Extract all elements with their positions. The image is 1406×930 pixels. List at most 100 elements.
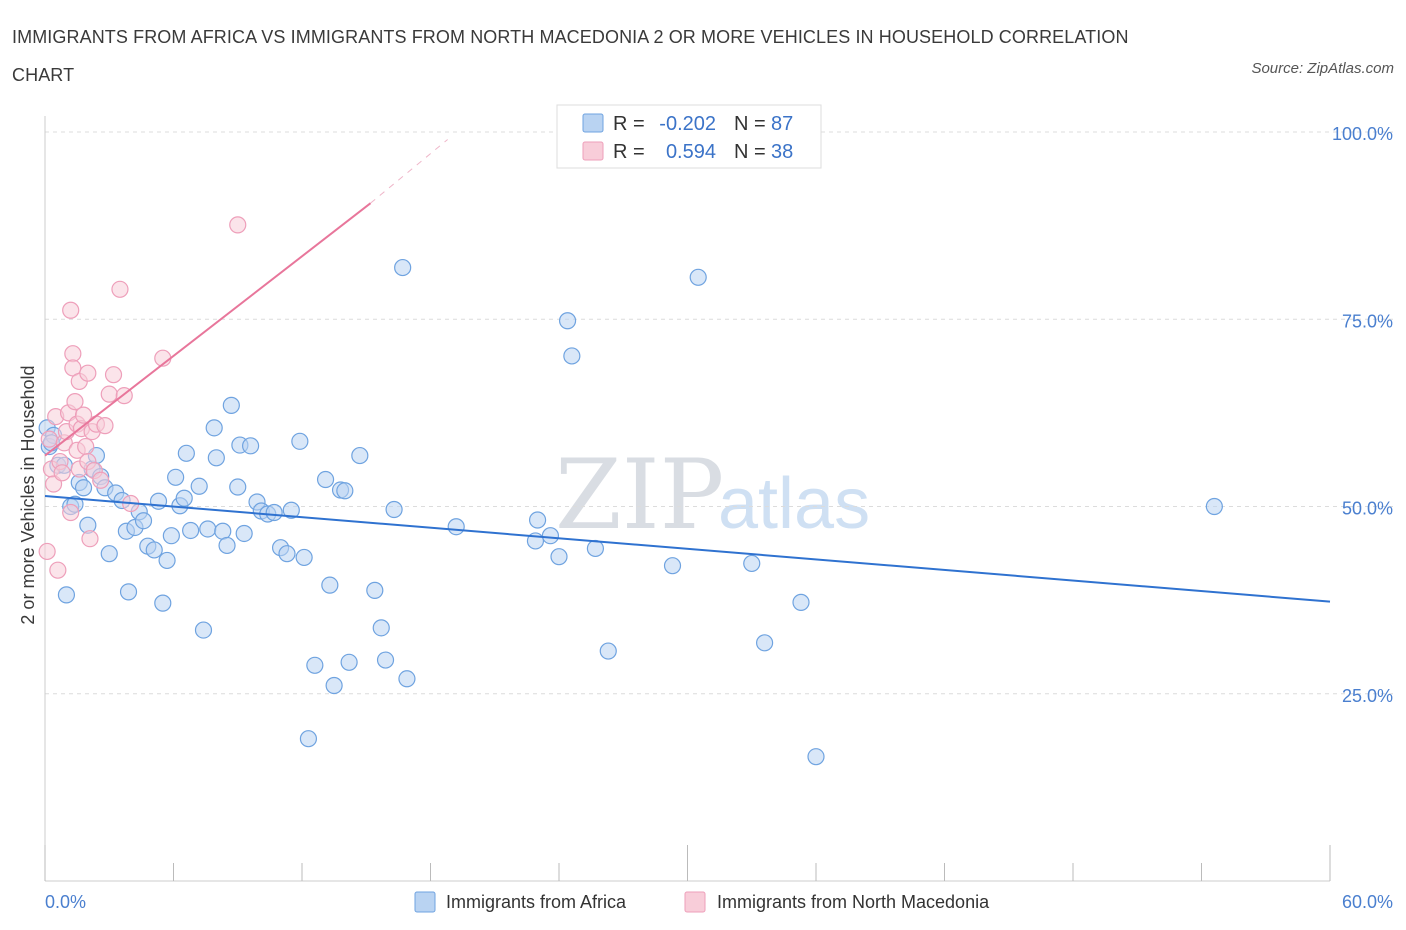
y-axis-label: 2 or more Vehicles in Household <box>18 365 38 624</box>
y-tick-label: 25.0% <box>1342 686 1393 706</box>
africa-point <box>351 446 369 465</box>
axes <box>44 116 1331 882</box>
africa-point <box>199 520 217 538</box>
stats-r-value-north-macedonia: 0.594 <box>666 141 716 163</box>
africa-point <box>599 642 617 660</box>
x-tick-label-min: 0.0% <box>45 892 86 912</box>
africa-point <box>134 512 153 530</box>
africa-trend-line <box>44 495 1331 603</box>
africa-point <box>447 518 465 536</box>
africa-point <box>222 396 240 414</box>
africa-point <box>376 651 395 669</box>
legend-label-north-macedonia: Immigrants from North Macedonia <box>717 892 990 912</box>
africa-point <box>235 524 253 543</box>
africa-point <box>218 536 236 555</box>
africa-point <box>336 482 354 500</box>
africa-point <box>528 511 547 529</box>
africa-point <box>306 656 324 674</box>
africa-point <box>755 634 774 652</box>
africa-point <box>74 479 93 497</box>
north-macedonia-point <box>38 542 56 561</box>
africa-point <box>175 489 193 507</box>
africa-point <box>663 557 682 575</box>
north-macedonia-point <box>92 471 110 489</box>
africa-point <box>807 748 825 766</box>
africa-point <box>154 594 172 612</box>
grid-lines <box>45 131 1393 695</box>
north-macedonia-point <box>81 530 99 548</box>
north-macedonia-point <box>64 345 82 363</box>
y-tick-labels: 100.0% 75.0% 50.0% 25.0% <box>1332 124 1393 706</box>
north-macedonia-point <box>62 301 80 319</box>
africa-point <box>366 581 384 599</box>
stats-n-value-north-macedonia: 38 <box>771 141 793 163</box>
africa-point <box>229 478 247 496</box>
africa-point <box>145 541 163 559</box>
africa-point <box>299 730 318 748</box>
africa-point <box>242 437 260 455</box>
africa-point <box>278 545 296 563</box>
africa-point <box>372 619 390 637</box>
y-tick-label: 100.0% <box>1332 124 1393 144</box>
africa-point <box>158 551 176 570</box>
north-macedonia-point <box>111 280 129 298</box>
north-macedonia-point <box>74 406 93 424</box>
north-macedonia-point <box>229 216 247 234</box>
series-africa-points <box>38 258 1223 766</box>
africa-point <box>177 444 195 462</box>
north-macedonia-point <box>104 366 123 384</box>
africa-point <box>325 676 343 695</box>
africa-point <box>1205 497 1223 516</box>
africa-point <box>162 527 180 545</box>
north-macedonia-point <box>79 364 97 382</box>
north-macedonia-point <box>100 385 118 403</box>
africa-point <box>182 521 200 540</box>
africa-point <box>205 419 223 437</box>
africa-point <box>167 468 185 486</box>
legend-swatch-africa <box>414 891 436 913</box>
north-macedonia-point <box>66 393 84 411</box>
stats-n-label-north-macedonia: N = <box>734 141 766 163</box>
africa-point <box>295 548 313 567</box>
africa-point <box>563 347 581 365</box>
source-credit: Source: ZipAtlas.com <box>1251 60 1394 77</box>
africa-point <box>340 653 358 671</box>
stats-n-value-africa: 87 <box>771 113 793 135</box>
africa-point <box>194 621 213 639</box>
stats-n-label-africa: N = <box>734 113 766 135</box>
north-macedonia-point <box>62 503 80 522</box>
legend-swatch-north-macedonia <box>684 891 706 913</box>
north-macedonia-point <box>40 430 58 448</box>
watermark-zip: ZIP <box>555 439 724 551</box>
africa-point <box>550 548 568 566</box>
africa-point <box>190 477 208 495</box>
north-macedonia-point <box>49 561 67 579</box>
north-macedonia-point <box>53 464 71 482</box>
africa-point <box>792 593 810 611</box>
series-north-macedonia-points <box>38 216 247 579</box>
stats-swatch-africa <box>582 113 604 133</box>
africa-point <box>57 586 76 604</box>
africa-point <box>291 432 309 450</box>
stats-swatch-north-macedonia <box>582 141 604 161</box>
africa-point <box>558 312 577 330</box>
x-tick-label-max: 60.0% <box>1342 892 1393 912</box>
stats-r-value-africa: -0.202 <box>659 113 716 135</box>
bottom-legend: Immigrants from Africa Immigrants from N… <box>414 891 990 913</box>
stats-r-label-north-macedonia: R = <box>613 141 645 163</box>
stats-r-label-africa: R = <box>613 113 645 135</box>
north-macedonia-point <box>77 437 95 456</box>
africa-point <box>149 492 168 510</box>
africa-point <box>119 583 138 601</box>
africa-point <box>321 576 339 594</box>
africa-point <box>207 449 225 467</box>
y-tick-label: 75.0% <box>1342 311 1393 331</box>
chart-title: IMMIGRANTS FROM AFRICA VS IMMIGRANTS FRO… <box>12 27 1129 85</box>
africa-point <box>385 500 403 519</box>
africa-point <box>100 545 118 563</box>
trend-lines <box>44 139 1331 603</box>
legend-label-africa: Immigrants from Africa <box>446 892 627 912</box>
watermark-atlas: atlas <box>718 464 870 544</box>
africa-point <box>398 670 416 688</box>
